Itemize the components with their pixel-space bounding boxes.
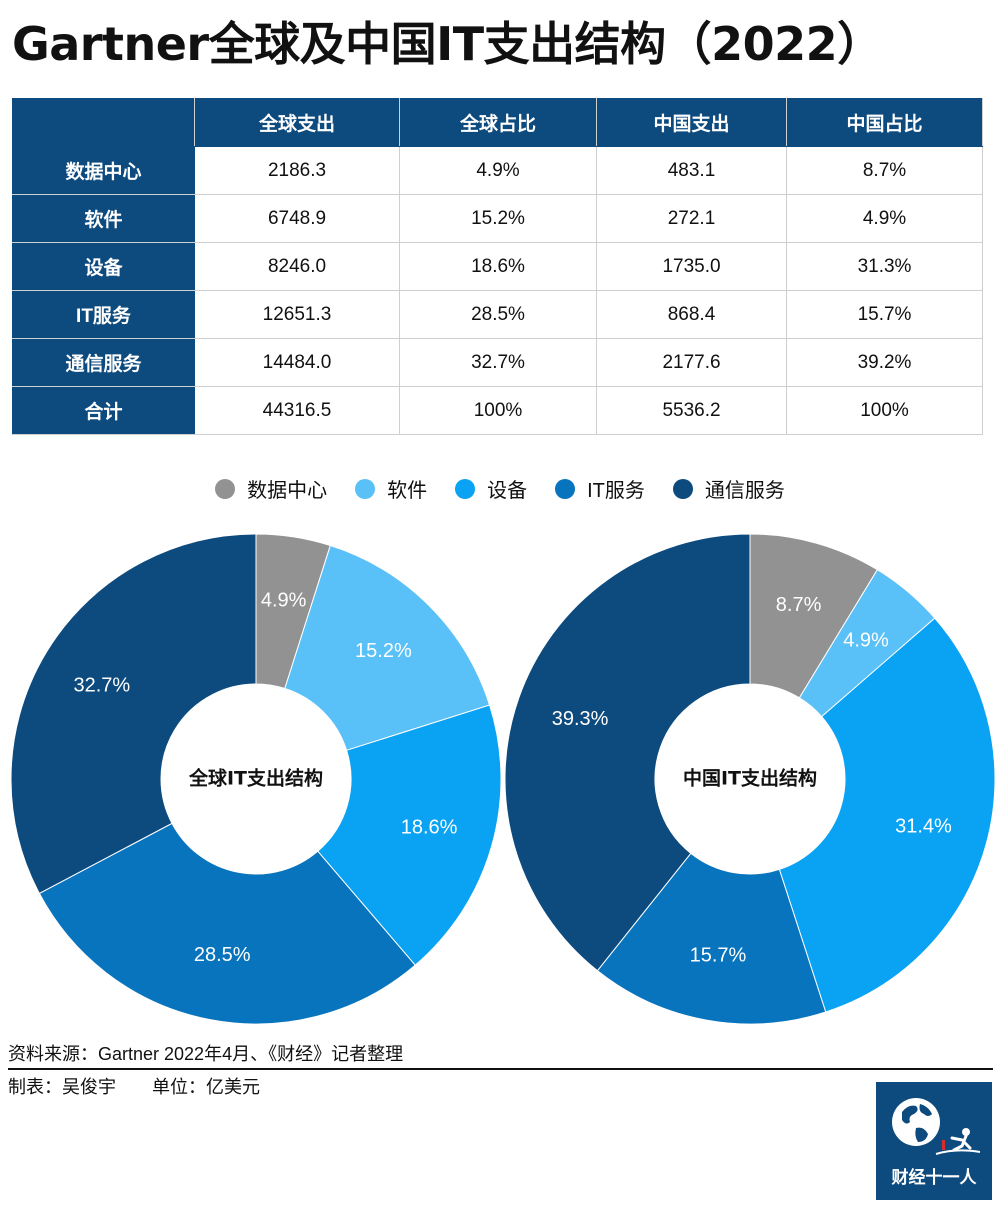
- row-label: 数据中心: [12, 146, 195, 195]
- table-cell: 14484.0: [194, 338, 400, 387]
- maker-credit: 制表：吴俊宇: [8, 1077, 116, 1097]
- slice-value-label: 4.9%: [261, 589, 307, 611]
- row-label: 合计: [12, 386, 195, 435]
- data-table: 全球支出 全球占比 中国支出 中国占比 数据中心 2186.3 4.9% 483…: [12, 98, 983, 435]
- globe-icon: [892, 1098, 981, 1155]
- table-cell: 100%: [399, 386, 597, 435]
- column-header: 中国支出: [596, 98, 787, 147]
- pie-slice: [317, 704, 502, 966]
- legend-label: IT服务: [587, 480, 645, 502]
- slice-value-label: 4.9%: [843, 630, 889, 652]
- table-row: 合计 44316.5 100% 5536.2 100%: [12, 386, 983, 435]
- chart-center-title: 全球IT支出结构: [188, 767, 323, 790]
- table-cell: 15.2%: [399, 194, 597, 243]
- legend-label: 数据中心: [247, 480, 328, 502]
- column-header: 全球占比: [399, 98, 597, 147]
- slice-value-label: 28.5%: [194, 944, 251, 966]
- global-donut-chart: 4.9% 15.2% 18.6% 28.5% 32.7% 全球IT支出结构: [10, 533, 502, 1025]
- table-row: 软件 6748.9 15.2% 272.1 4.9%: [12, 194, 983, 243]
- legend-swatch: [555, 478, 576, 499]
- brand-logo: 财经十一人: [876, 1082, 992, 1200]
- source-note: 资料来源：Gartner 2022年4月、《财经》记者整理: [8, 1040, 993, 1070]
- table-cell: 1735.0: [596, 242, 787, 291]
- row-label: 通信服务: [12, 338, 195, 387]
- table-row: 设备 8246.0 18.6% 1735.0 31.3%: [12, 242, 983, 291]
- legend-item: IT服务: [555, 474, 645, 503]
- table-cell: 31.3%: [786, 242, 983, 291]
- table-cell: 4.9%: [786, 194, 983, 243]
- table-header-row: 全球支出 全球占比 中国支出 中国占比: [12, 98, 983, 147]
- legend-swatch: [215, 478, 236, 499]
- logo-text: 财经十一人: [891, 1168, 977, 1188]
- credit-line: 制表：吴俊宇 单位：亿美元: [8, 1073, 260, 1099]
- pie-slice: [38, 822, 416, 1025]
- legend-item: 通信服务: [672, 474, 785, 503]
- table-cell: 272.1: [596, 194, 787, 243]
- column-header: 中国占比: [786, 98, 983, 147]
- table-cell: 483.1: [596, 146, 787, 195]
- chart-legend: 数据中心 软件 设备 IT服务 通信服务: [0, 474, 1000, 503]
- table-cell: 8246.0: [194, 242, 400, 291]
- pie-slice: [284, 544, 491, 751]
- legend-item: 软件: [355, 474, 427, 503]
- table-corner-cell: [12, 98, 195, 147]
- legend-swatch: [672, 478, 693, 499]
- legend-item: 数据中心: [215, 474, 327, 503]
- legend-label: 设备: [487, 480, 528, 502]
- slice-value-label: 15.7%: [690, 944, 747, 966]
- column-header: 全球支出: [194, 98, 400, 147]
- table-cell: 44316.5: [194, 386, 400, 435]
- table-cell: 12651.3: [194, 290, 400, 339]
- slice-value-label: 39.3%: [552, 708, 609, 730]
- pie-slice: [778, 617, 996, 1013]
- slice-value-label: 32.7%: [73, 674, 130, 696]
- table-cell: 2186.3: [194, 146, 400, 195]
- table-cell: 6748.9: [194, 194, 400, 243]
- table-cell: 18.6%: [399, 242, 597, 291]
- table-row: 数据中心 2186.3 4.9% 483.1 8.7%: [12, 146, 983, 195]
- row-label: 软件: [12, 194, 195, 243]
- unit-note: 单位：亿美元: [152, 1077, 260, 1097]
- table-cell: 868.4: [596, 290, 787, 339]
- table-row: 通信服务 14484.0 32.7% 2177.6 39.2%: [12, 338, 983, 387]
- table-cell: 8.7%: [786, 146, 983, 195]
- table-cell: 4.9%: [399, 146, 597, 195]
- china-donut-chart: 8.7% 4.9% 31.4% 15.7% 39.3% 中国IT支出结构: [504, 533, 996, 1025]
- table-cell: 39.2%: [786, 338, 983, 387]
- legend-swatch: [455, 478, 476, 499]
- table-cell: 32.7%: [399, 338, 597, 387]
- pie-slice: [596, 852, 827, 1025]
- legend-item: 设备: [455, 474, 527, 503]
- table-cell: 28.5%: [399, 290, 597, 339]
- pie-slice: [504, 533, 751, 972]
- slice-value-label: 15.2%: [355, 640, 412, 662]
- slice-value-label: 8.7%: [776, 594, 822, 616]
- row-label: 设备: [12, 242, 195, 291]
- pie-slice: [10, 533, 257, 895]
- table-cell: 2177.6: [596, 338, 787, 387]
- slice-value-label: 31.4%: [895, 815, 952, 837]
- table-cell: 15.7%: [786, 290, 983, 339]
- table-cell: 5536.2: [596, 386, 787, 435]
- slice-value-label: 18.6%: [401, 817, 458, 839]
- chart-center-title: 中国IT支出结构: [683, 767, 817, 790]
- legend-label: 软件: [387, 480, 428, 502]
- table-cell: 100%: [786, 386, 983, 435]
- legend-swatch: [355, 478, 376, 499]
- legend-label: 通信服务: [704, 480, 785, 502]
- table-row: IT服务 12651.3 28.5% 868.4 15.7%: [12, 290, 983, 339]
- row-label: IT服务: [12, 290, 195, 339]
- page-title: Gartner全球及中国IT支出结构（2022）: [12, 17, 883, 71]
